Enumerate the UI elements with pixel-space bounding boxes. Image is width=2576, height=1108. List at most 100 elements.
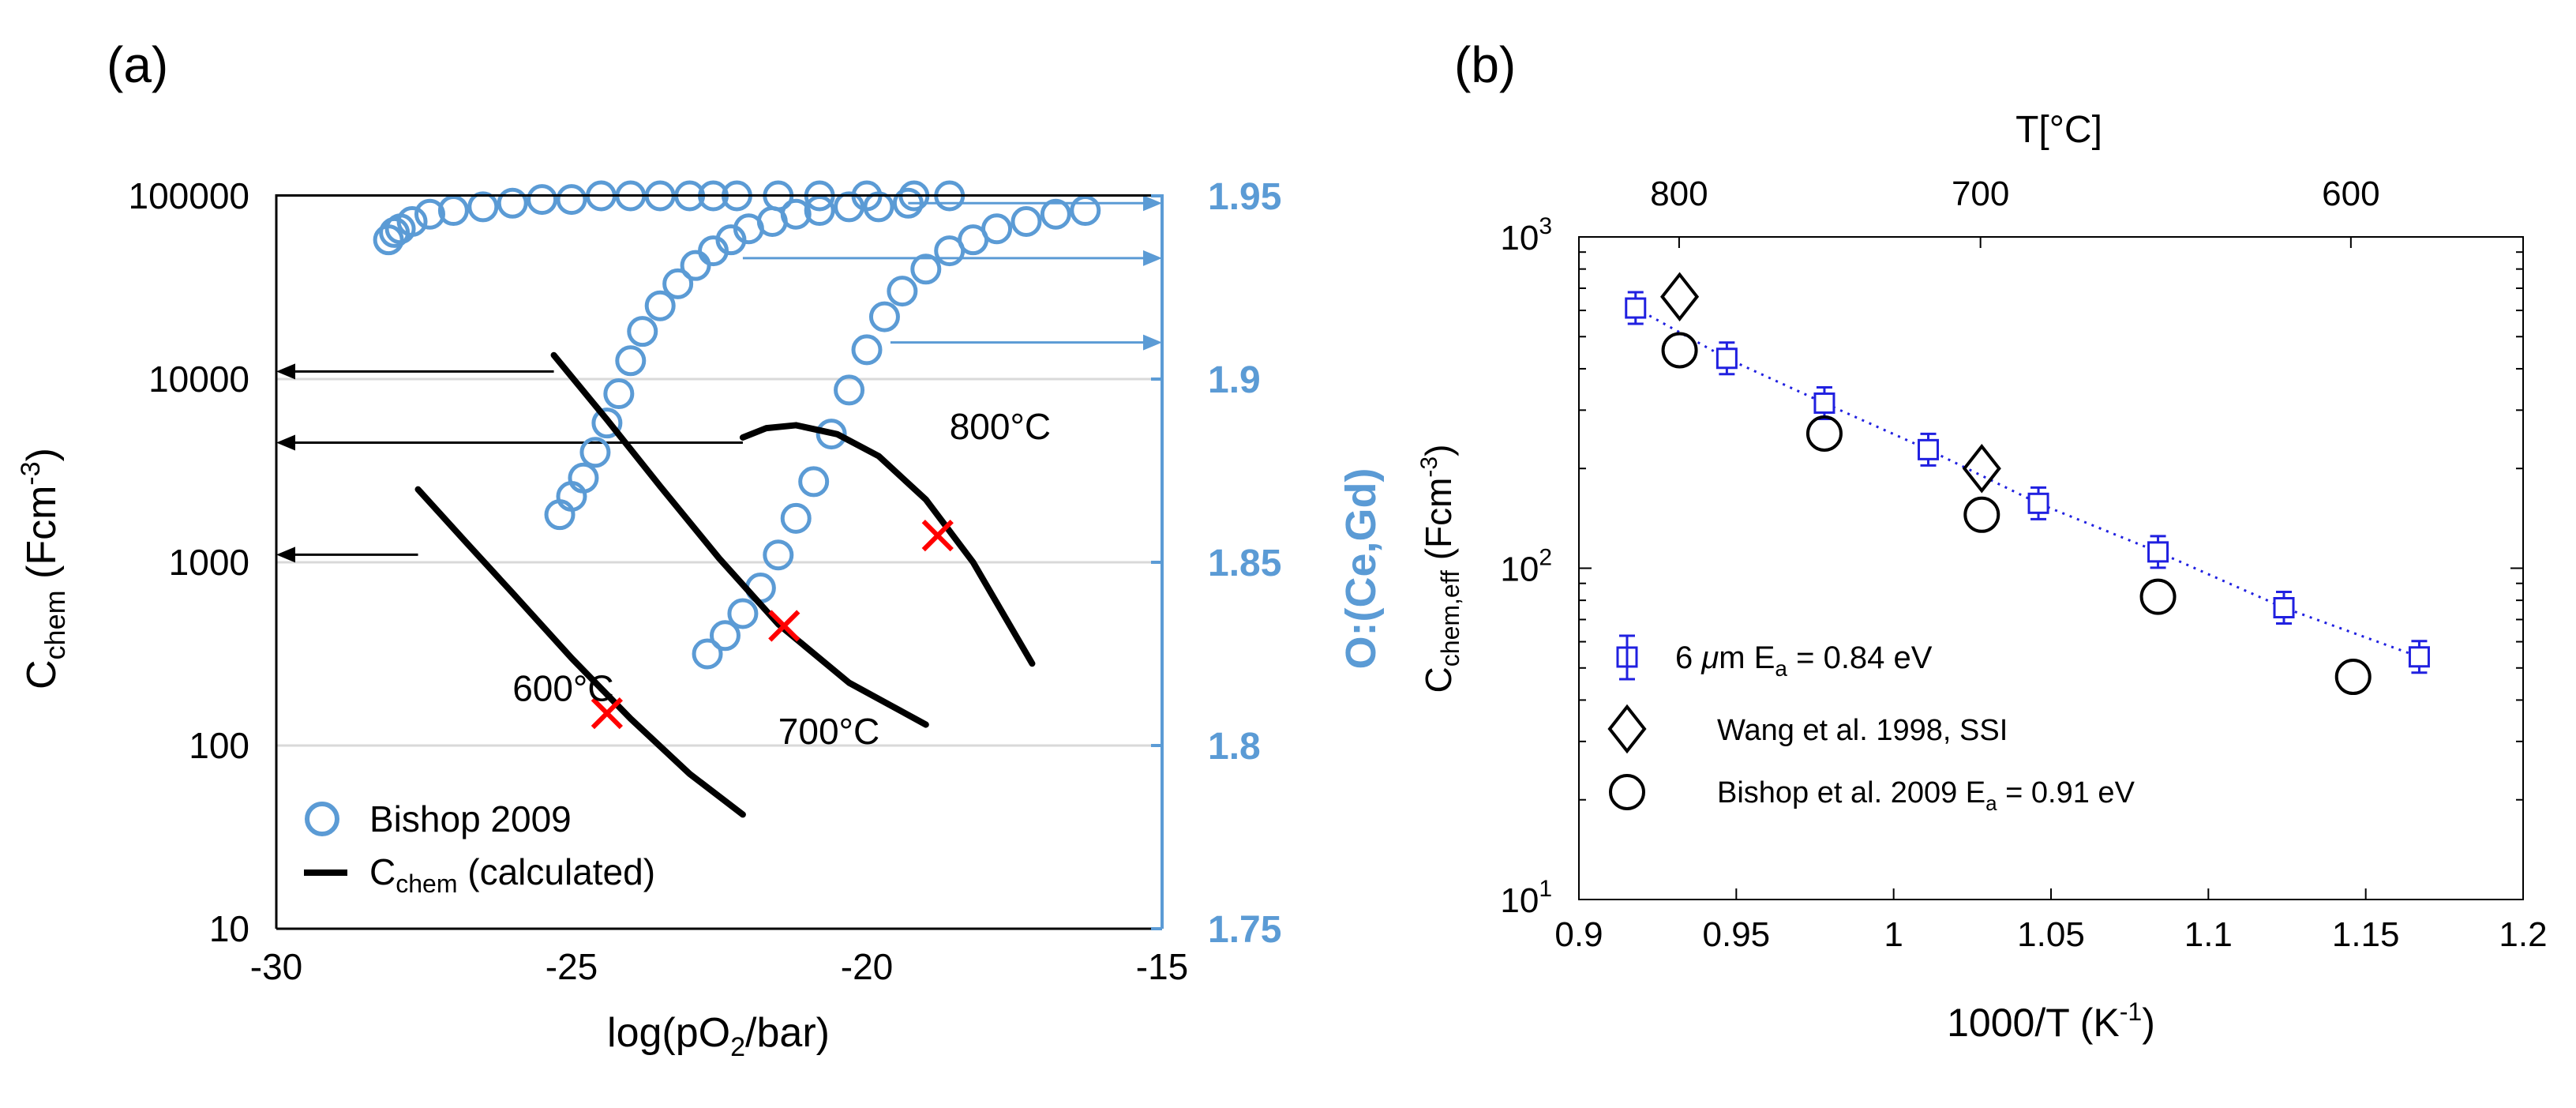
bishop-point (680, 250, 711, 281)
legend-bishop-label: Bishop 2009 (369, 798, 572, 839)
x-tick-label: 1.05 (2017, 915, 2085, 954)
bishop-point (709, 620, 741, 652)
legend-6um-label: 6 μm Ea = 0.84 eV (1675, 640, 1933, 681)
bishop-point (497, 187, 528, 219)
y-right-tick-label: 1.75 (1208, 909, 1281, 951)
square-point (1715, 347, 1738, 370)
bishop-point (644, 290, 676, 321)
y-right-tick-label: 1.85 (1208, 543, 1281, 584)
square-point (2273, 596, 2295, 618)
circle-point (1805, 415, 1843, 452)
square-point (2408, 646, 2430, 668)
bishop-point (851, 334, 883, 366)
x-tick-label: -25 (546, 946, 598, 987)
x-tick-label: 0.95 (1703, 915, 1771, 954)
square-point (2027, 492, 2049, 514)
circle-point (2139, 578, 2177, 615)
y-left-tick-label: 100 (189, 725, 249, 766)
bishop-point (579, 437, 611, 468)
panel-b-y-tick-labels: 101 102 103 (1500, 213, 1552, 920)
panel-b-axis-ticks (1578, 237, 2524, 900)
panel-b-x-axis-label: 1000/T (K-1) (1947, 997, 2155, 1045)
red-x-marker (768, 610, 801, 642)
bishop-point (834, 374, 865, 406)
bishop-point (467, 191, 499, 223)
cchem-line-600°C (414, 486, 746, 818)
cchem-line-800°C (739, 422, 1036, 667)
bishop-point (816, 419, 847, 450)
square-point (1625, 297, 1647, 319)
panel-b-bishop-series (1661, 332, 2372, 696)
panel-a-legend: Bishop 2009 Cchem (calculated) (304, 798, 655, 898)
panel-a-red-markers (591, 519, 954, 730)
y-left-tick-label: 10000 (148, 359, 249, 400)
bishop-point (603, 378, 635, 410)
cchem-line-700°C (550, 351, 929, 728)
legend-cchem-label: Cchem (calculated) (369, 851, 655, 898)
diamond-point (1660, 272, 1700, 321)
bishop-point (527, 184, 558, 216)
x-tick-label: -15 (1136, 946, 1188, 987)
panel-a-y-right-tick-labels: 1.75 1.8 1.85 1.9 1.95 (1151, 176, 1281, 951)
panel-a-cchem-series (414, 351, 1036, 818)
bishop-point (591, 408, 623, 439)
x-tick-label: 1.15 (2332, 915, 2400, 954)
panel-a-label: (a) (107, 36, 168, 93)
legend-square-icon (1616, 646, 1638, 668)
red-x-marker (591, 697, 624, 730)
bishop-point (910, 254, 942, 285)
y-tick-label: 103 (1500, 213, 1552, 257)
panel-b-legend: 6 μm Ea = 0.84 eV Wang et al. 1998, SSI … (1607, 634, 2135, 815)
bishop-point (615, 345, 647, 377)
legend-open-circle-icon (1609, 774, 1645, 810)
y-tick-label: 102 (1500, 545, 1552, 589)
panel-a-chart: (a) -30 -25 -20 -15 10 100 1000 10000 100000 1.… (16, 36, 1385, 1062)
panel-b-top-axis-label: T[°C] (2015, 109, 2102, 151)
bishop-point (834, 191, 865, 223)
temperature-label: 600°C (512, 668, 613, 709)
panel-b-label: (b) (1454, 36, 1516, 93)
panel-b-y-axis-label: Cchem,eff (Fcm-3) (1416, 445, 1464, 693)
x-tick-label: 1 (1884, 915, 1903, 954)
panel-a-arrows (276, 195, 1162, 563)
panel-a-y-left-axis-label: Cchem (Fcm-3) (16, 448, 71, 689)
bishop-point (1070, 195, 1101, 227)
bishop-point (692, 638, 723, 670)
y-right-tick-label: 1.95 (1208, 176, 1281, 218)
bishop-point (863, 191, 894, 223)
bishop-point (763, 539, 794, 571)
bishop-point (868, 301, 900, 332)
arrow-left-head (276, 546, 295, 563)
bishop-point (662, 268, 694, 299)
panel-a-x-axis-label: log(pO2/bar) (607, 1010, 830, 1062)
bishop-point (780, 198, 812, 230)
bishop-point (396, 205, 428, 237)
panel-b-fit-line (1635, 306, 2420, 659)
bishop-point (556, 184, 587, 216)
bishop-point (727, 598, 759, 629)
bishop-point (414, 198, 445, 230)
y-right-tick-label: 1.8 (1208, 726, 1261, 768)
y-right-tick-label: 1.9 (1208, 359, 1261, 401)
legend-wang-label: Wang et al. 1998, SSI (1717, 714, 2008, 747)
top-tick-label: 700 (1952, 175, 2009, 213)
y-left-tick-label: 10 (209, 908, 249, 949)
red-x-marker (921, 519, 954, 552)
y-tick-label: 101 (1500, 876, 1552, 920)
panel-b-6um-series (1625, 291, 2430, 674)
legend-diamond-icon (1607, 704, 1647, 754)
circle-point (1963, 496, 2000, 533)
circle-point (2334, 659, 2372, 696)
arrow-right-head (1143, 195, 1162, 212)
x-tick-label: -20 (841, 946, 893, 987)
x-tick-label: 0.9 (1554, 915, 1603, 954)
square-point (2147, 541, 2169, 563)
top-tick-label: 600 (2322, 175, 2379, 213)
bishop-point (887, 276, 918, 307)
bishop-point (780, 502, 812, 534)
panel-a-x-tick-labels: -30 -25 -20 -15 (250, 946, 1188, 987)
legend-open-circle-icon (305, 802, 339, 836)
square-point (1918, 438, 1940, 460)
top-tick-label: 800 (1650, 175, 1708, 213)
